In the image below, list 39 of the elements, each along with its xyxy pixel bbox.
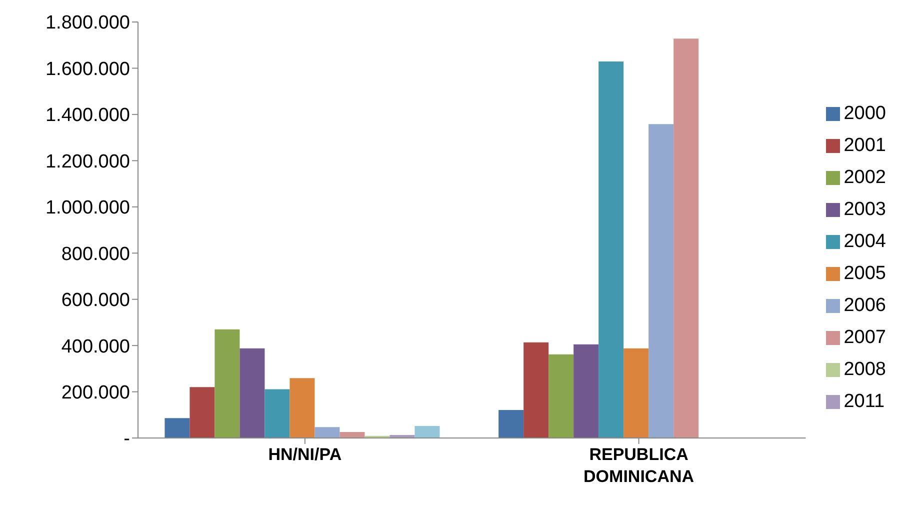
legend-label: 2006 xyxy=(844,295,886,316)
y-tick-label: 1.800.000 xyxy=(45,12,130,34)
y-tick-label: - xyxy=(124,428,130,450)
y-tick-label: 1.400.000 xyxy=(45,105,130,126)
bar xyxy=(598,62,624,438)
y-tick-label: 800.000 xyxy=(61,244,130,265)
legend-label: 2000 xyxy=(844,103,886,124)
bar xyxy=(240,348,265,438)
bar xyxy=(214,329,240,438)
legend-label: 2007 xyxy=(844,327,886,348)
bar xyxy=(340,432,365,438)
bar xyxy=(674,38,699,438)
legend-label: 2008 xyxy=(844,359,886,380)
x-tick-label: HN/NI/PA xyxy=(268,445,342,464)
legend-label: 2005 xyxy=(844,263,886,284)
y-tick-label: 600.000 xyxy=(61,290,130,312)
y-tick-label: 1.600.000 xyxy=(45,58,130,80)
bar xyxy=(190,387,215,438)
bar xyxy=(548,354,574,438)
y-tick-label: 1.200.000 xyxy=(45,151,130,172)
legend-label: 2003 xyxy=(844,199,886,220)
bar xyxy=(164,418,190,438)
y-tick-label: 400.000 xyxy=(61,336,130,358)
legend-label: 2011 xyxy=(844,391,885,412)
bar xyxy=(264,389,290,438)
legend-label: 2002 xyxy=(844,167,886,188)
bar xyxy=(314,427,340,438)
bar xyxy=(498,410,524,438)
x-tick-label: REPUBLICA DOMINICANA xyxy=(584,445,694,486)
bar xyxy=(648,124,674,438)
bar xyxy=(290,378,315,438)
bar xyxy=(524,342,549,438)
y-tick-label: 1.000.000 xyxy=(45,198,130,219)
bar xyxy=(624,348,649,438)
legend-label: 2004 xyxy=(844,231,886,252)
bar xyxy=(574,344,599,438)
y-tick-label: 200.000 xyxy=(61,382,130,404)
bar xyxy=(414,426,440,438)
legend-label: 2001 xyxy=(844,135,886,156)
